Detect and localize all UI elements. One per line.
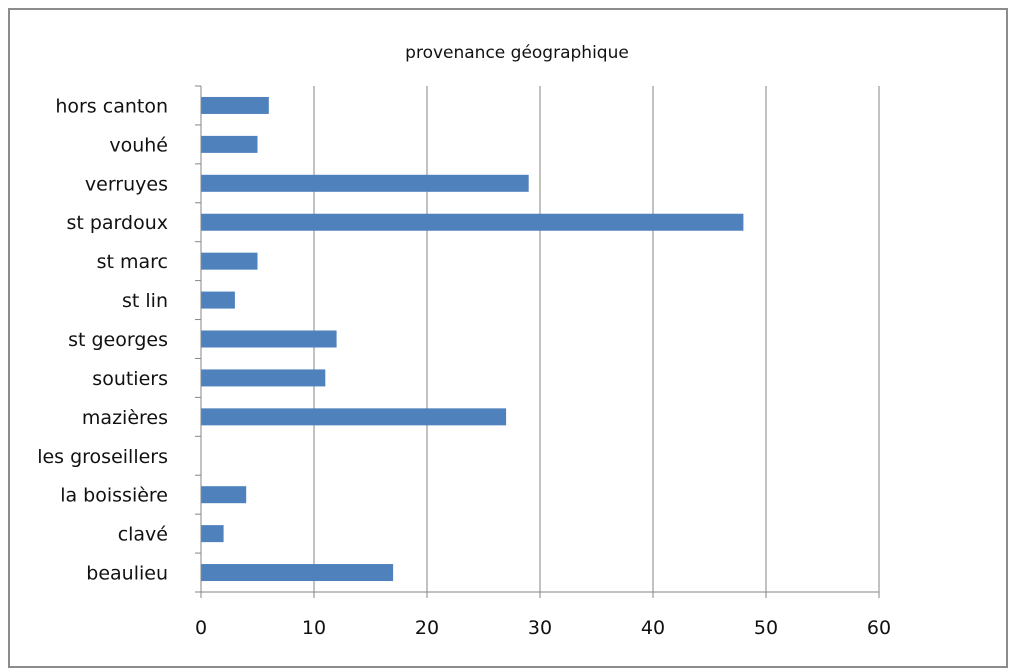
bar-layer <box>201 96 744 582</box>
x-tick-label: 60 <box>867 617 891 639</box>
bar-clavé <box>201 525 224 543</box>
x-tick-label: 0 <box>195 617 207 639</box>
bar-st-marc <box>201 252 258 270</box>
chart-title: provenance géographique <box>405 43 629 63</box>
bar-la-boissière <box>201 486 247 504</box>
category-label: les groseillers <box>37 446 168 468</box>
bar-st-lin <box>201 291 235 309</box>
x-tick-label: 50 <box>754 617 778 639</box>
category-label: mazières <box>82 407 168 429</box>
bar-vouhé <box>201 135 258 153</box>
x-tick-label: 30 <box>528 617 552 639</box>
category-label: hors canton <box>55 95 168 117</box>
category-label: st lin <box>122 290 168 312</box>
bar-verruyes <box>201 174 529 192</box>
chart-frame <box>8 8 1008 668</box>
bar-st-pardoux <box>201 213 744 231</box>
category-label: st pardoux <box>66 212 168 234</box>
bar-st-georges <box>201 330 337 348</box>
axis-layer <box>195 85 880 598</box>
category-label: clavé <box>118 524 168 546</box>
label-layer: 0 10 20 30 40 50 60 beaulieu clavé la boissière le… <box>37 95 891 639</box>
category-label: st georges <box>68 329 168 351</box>
category-label: soutiers <box>92 368 168 390</box>
category-label: la boissière <box>60 485 168 507</box>
grid-layer <box>313 86 880 592</box>
bar-mazières <box>201 408 507 426</box>
category-label: vouhé <box>109 134 168 156</box>
category-label: st marc <box>97 251 168 273</box>
bar-hors-canton <box>201 96 269 114</box>
bar-soutiers <box>201 369 326 387</box>
x-tick-label: 10 <box>302 617 326 639</box>
x-tick-label: 40 <box>641 617 665 639</box>
category-label: beaulieu <box>86 563 168 585</box>
category-label: verruyes <box>85 173 168 195</box>
x-tick-label: 20 <box>415 617 439 639</box>
bar-beaulieu <box>201 564 394 582</box>
